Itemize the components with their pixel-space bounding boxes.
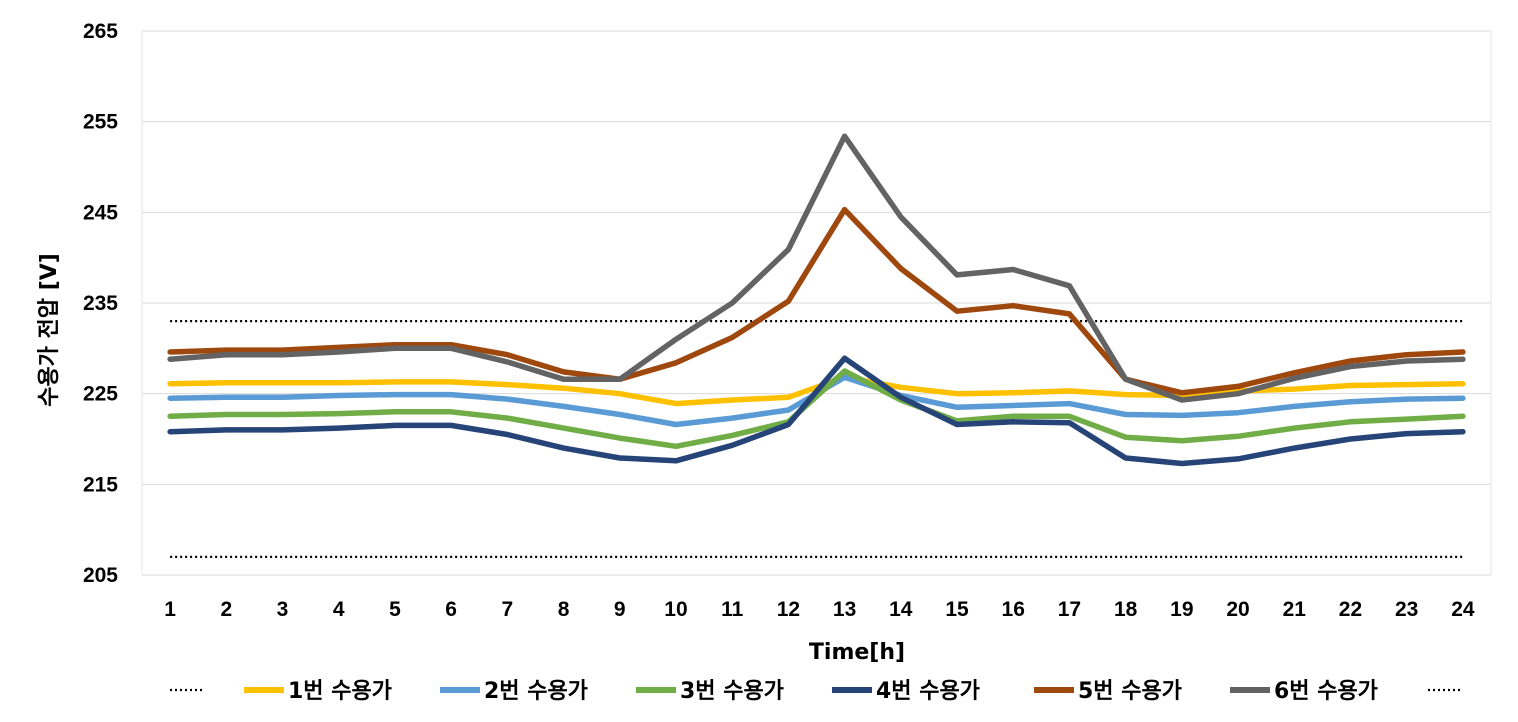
y-tick-label-255: 255	[83, 111, 118, 134]
limit-lines	[170, 320, 1463, 558]
x-tick-label-12: 12	[777, 598, 800, 621]
series-line-4	[167, 355, 1466, 467]
gridlines	[141, 30, 1492, 576]
y-tick-label-235: 235	[83, 292, 118, 315]
x-tick-label-1: 1	[164, 598, 176, 621]
x-tick-label-11: 11	[721, 598, 744, 621]
y-axis-title: 수용가 전압 [V]	[37, 253, 62, 407]
x-tick-label-13: 13	[833, 598, 856, 621]
x-tick-label-10: 10	[664, 598, 687, 621]
series-line-3	[167, 368, 1466, 450]
x-tick-label-7: 7	[502, 598, 514, 621]
x-tick-label-2: 2	[220, 598, 232, 621]
x-axis-title: Time[h]	[809, 640, 905, 665]
x-tick-label-15: 15	[945, 598, 969, 621]
x-tick-label-24: 24	[1451, 598, 1475, 621]
x-tick-label-22: 22	[1339, 598, 1362, 621]
x-tick-label-20: 20	[1226, 598, 1249, 621]
legend-label-5: 5번 수용가	[1078, 679, 1182, 704]
x-tick-label-18: 18	[1114, 598, 1138, 621]
y-tick-label-245: 245	[83, 201, 118, 224]
x-tick-label-16: 16	[1002, 598, 1025, 621]
x-tick-label-21: 21	[1283, 598, 1307, 621]
x-tick-label-5: 5	[389, 598, 401, 621]
y-tick-label-205: 205	[83, 564, 118, 587]
x-tick-label-3: 3	[277, 598, 289, 621]
y-tick-label-225: 225	[83, 383, 118, 406]
x-tick-label-8: 8	[558, 598, 570, 621]
series-line-6	[167, 133, 1466, 403]
legend-label-2: 2번 수용가	[484, 679, 588, 704]
series-lines	[167, 133, 1466, 467]
y-axis-ticks: 205 215 225 235 245 255 265	[83, 20, 118, 587]
y-tick-label-215: 215	[83, 473, 118, 496]
legend-label-4: 4번 수용가	[876, 679, 980, 704]
legend: 1번 수용가 2번 수용가 3번 수용가 4번 수용가 5번 수용가 6번 수용가	[170, 679, 1462, 704]
x-tick-label-19: 19	[1170, 598, 1193, 621]
legend-label-3: 3번 수용가	[680, 679, 784, 704]
x-axis-ticks: 1 2 3 4 5 6 7 8 9 10 11 12 13 14 15 16 17 18 19 20 21 22 23 24	[164, 598, 1475, 621]
legend-label-6: 6번 수용가	[1274, 679, 1378, 704]
x-tick-label-23: 23	[1395, 598, 1418, 621]
x-tick-label-4: 4	[333, 598, 345, 621]
x-tick-label-9: 9	[614, 598, 626, 621]
x-tick-label-6: 6	[445, 598, 457, 621]
y-tick-label-265: 265	[83, 20, 118, 43]
x-tick-label-17: 17	[1058, 598, 1081, 621]
legend-label-1: 1번 수용가	[288, 679, 392, 704]
x-tick-label-14: 14	[889, 598, 913, 621]
series-line-5	[167, 206, 1466, 396]
